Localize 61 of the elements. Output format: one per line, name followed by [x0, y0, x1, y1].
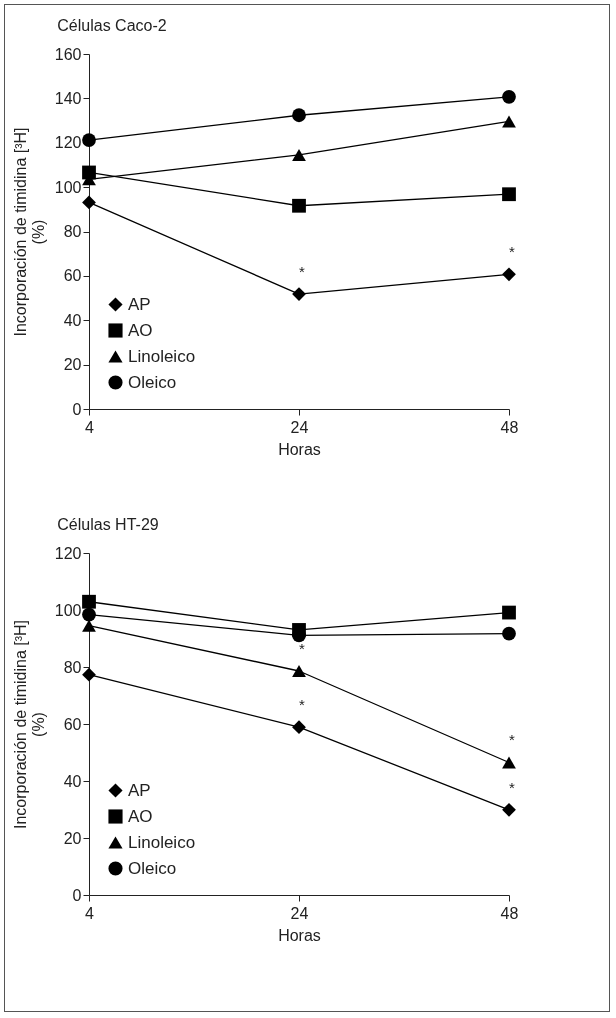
y-tick-label: 140 — [54, 89, 82, 107]
chart-title: Células HT-29 — [57, 516, 159, 533]
point — [502, 115, 516, 128]
point — [292, 108, 306, 123]
point — [82, 133, 96, 147]
annotation: * — [299, 263, 306, 281]
x-tick-label: 4 — [85, 904, 95, 922]
y-tick-label: 80 — [63, 223, 82, 240]
y-tick-label: 20 — [63, 356, 82, 374]
point — [502, 756, 516, 769]
point — [82, 607, 96, 622]
x-tick-label: 24 — [290, 904, 309, 922]
point — [292, 720, 306, 735]
legend-label: Oleico — [128, 858, 177, 878]
legend-label: AO — [128, 320, 153, 340]
y-tick-label: 40 — [63, 311, 82, 329]
point — [82, 667, 96, 682]
point — [502, 267, 516, 282]
x-tick-label: 48 — [500, 904, 519, 922]
y-tick-label: 20 — [63, 829, 82, 847]
annotation: * — [299, 696, 306, 714]
x-axis-title: Horas — [278, 926, 321, 944]
y-axis-title: Incorporación de timidina [³H] (%) — [11, 620, 47, 829]
point — [502, 626, 516, 641]
point — [502, 187, 516, 202]
legend-label: AP — [128, 780, 151, 800]
y-tick-label: 120 — [54, 134, 82, 152]
point — [502, 605, 516, 620]
annotation: * — [509, 778, 516, 796]
point — [82, 195, 96, 210]
point — [292, 148, 306, 161]
point — [292, 665, 306, 677]
annotation: * — [509, 731, 516, 749]
y-tick-label: 100 — [54, 178, 82, 196]
point — [82, 594, 96, 609]
point — [292, 198, 306, 213]
legend-label: Linoleico — [128, 832, 196, 852]
point — [502, 89, 516, 104]
x-tick-label: 4 — [85, 418, 95, 436]
annotation: * — [509, 243, 516, 261]
y-axis-title: Incorporación de timidina [³H] (%) — [11, 127, 47, 337]
y-tick-label: 160 — [54, 45, 82, 63]
legend-label: Linoleico — [128, 346, 196, 366]
y-tick-label: 40 — [63, 772, 82, 790]
chart-title: Células Caco-2 — [57, 17, 167, 34]
x-tick-label: 48 — [500, 418, 519, 436]
legend-label: Oleico — [128, 372, 177, 392]
point — [502, 802, 516, 817]
y-tick-label: 0 — [72, 400, 82, 418]
x-tick-label: 24 — [290, 418, 309, 436]
y-tick-label: 120 — [54, 544, 82, 562]
x-axis-title: Horas — [278, 440, 321, 458]
point — [82, 619, 96, 632]
legend-label: AO — [128, 806, 153, 826]
annotation: * — [299, 639, 306, 657]
y-tick-label: 60 — [63, 715, 82, 733]
y-tick-label: 80 — [63, 658, 82, 676]
y-tick-label: 60 — [63, 267, 82, 285]
legend-label: AP — [128, 294, 151, 314]
y-tick-label: 100 — [54, 601, 82, 619]
y-tick-label: 0 — [72, 886, 82, 904]
